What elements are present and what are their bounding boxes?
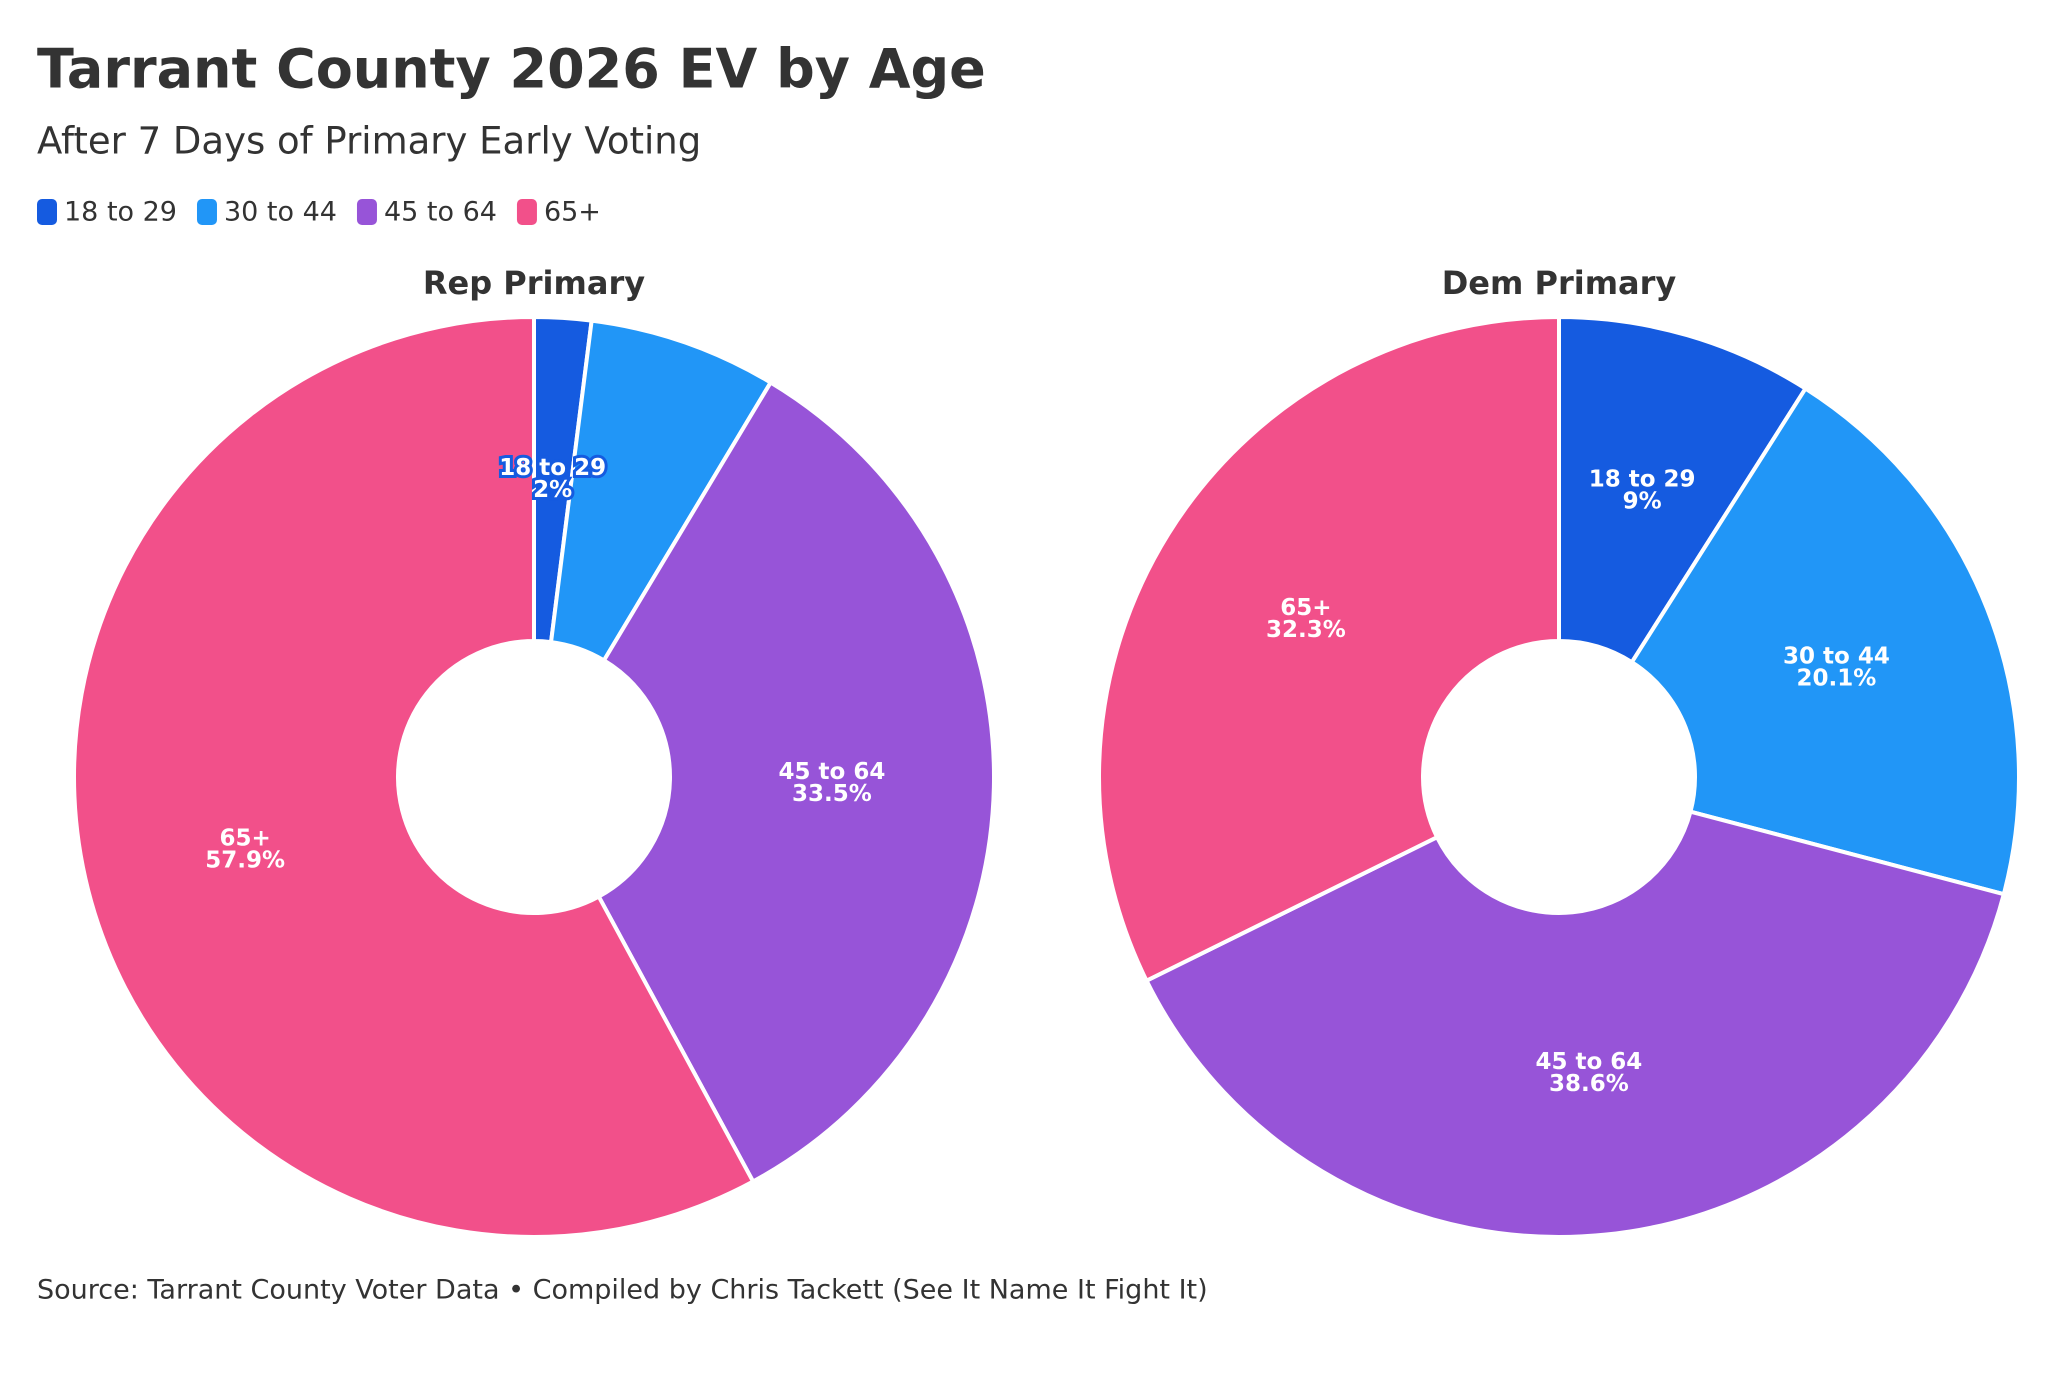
slice-category: 45 to 64 <box>779 759 886 785</box>
subtitle: After 7 Days of Primary Early Voting <box>37 120 701 163</box>
slice-value-label: 57.9% <box>205 848 285 874</box>
slice <box>549 318 773 663</box>
source: Source: Tarrant County Voter Data • Comp… <box>37 1275 1208 1306</box>
legend-label: 30 to 44 <box>224 197 337 228</box>
chart-subtitle: Rep Primary <box>423 264 645 302</box>
slice-value-label: 33.5% <box>792 781 872 807</box>
slice-value-label: 20.1% <box>1797 666 1877 692</box>
slice <box>1629 386 2021 897</box>
slice-value-label: 32.3% <box>1266 617 1346 643</box>
chart-subtitle: Dem Primary <box>1442 264 1677 302</box>
legend-label: 18 to 29 <box>64 197 177 228</box>
slice-category: 45 to 64 <box>1535 1049 1642 1075</box>
slice-category: 30 to 44 <box>1783 644 1890 670</box>
legend-swatch <box>356 199 377 225</box>
legend-swatch <box>516 199 537 225</box>
slice-value-label: 38.6% <box>1549 1071 1629 1097</box>
slice <box>1097 315 1561 983</box>
slice <box>1557 315 1808 665</box>
slice-value-label: 9% <box>1623 488 1662 514</box>
slice-category: 65+ <box>219 826 270 852</box>
legend-label: 45 to 64 <box>384 197 497 228</box>
legend: 18 to 29 30 to 44 45 to 64 65+ <box>37 197 601 228</box>
legend-swatch <box>196 199 217 225</box>
slice-category: 18 to 29 <box>1589 466 1696 492</box>
legend-label: 65+ <box>544 197 601 228</box>
slice <box>596 380 996 1184</box>
slice <box>1144 809 2006 1239</box>
slice <box>72 315 756 1239</box>
slice-category: 65+ <box>1280 595 1331 621</box>
slice-value-label: 2% <box>533 477 572 503</box>
slice-category: 18 to 29 <box>499 455 606 481</box>
title: Tarrant County 2026 EV by Age <box>37 38 986 101</box>
legend-swatch <box>37 199 57 225</box>
